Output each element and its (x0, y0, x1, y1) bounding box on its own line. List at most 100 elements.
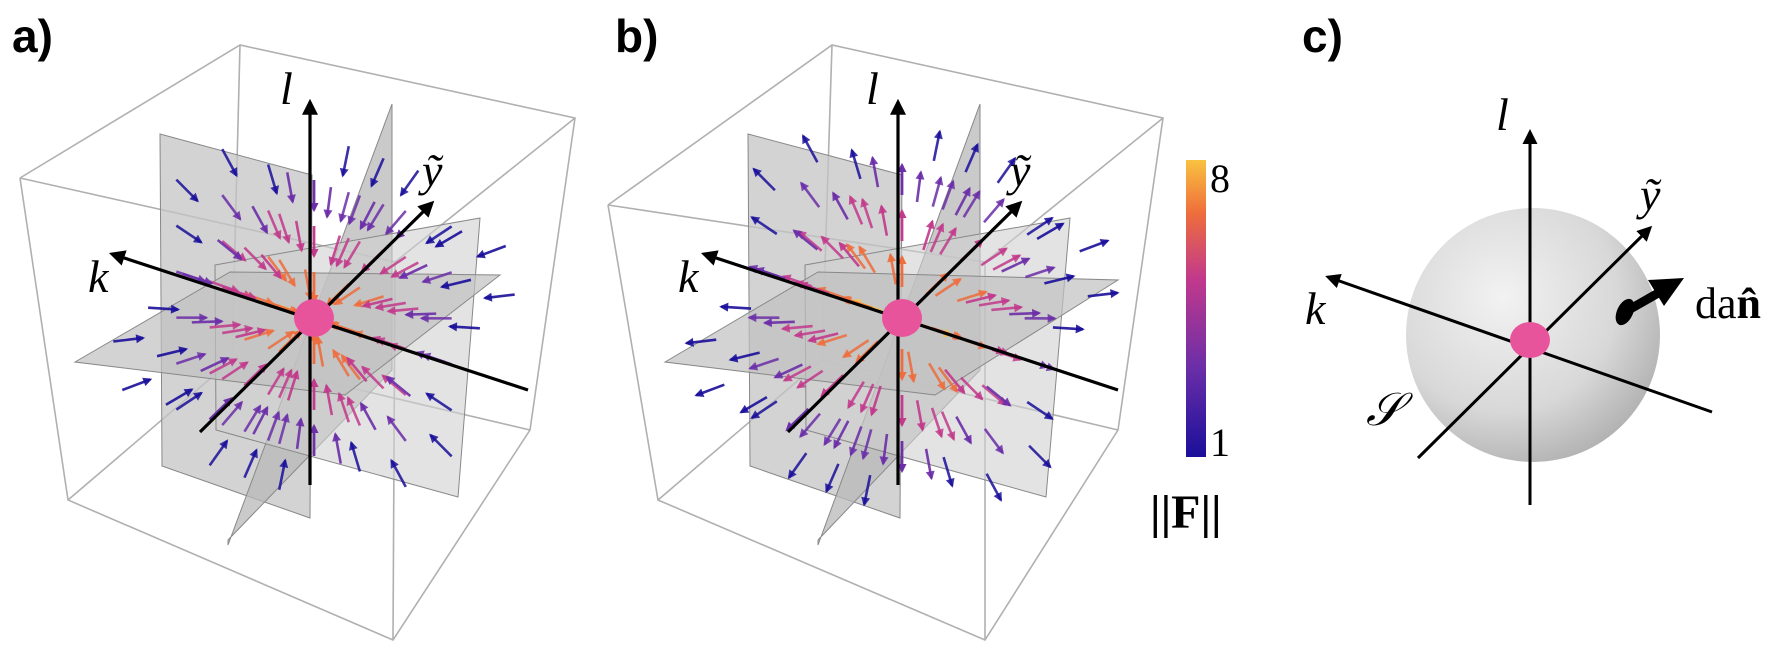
panel-a-field-arrowhead (386, 415, 396, 426)
panel-b-field-arrowhead (997, 247, 1008, 257)
panel-b-field-arrowhead (807, 334, 817, 344)
panel-b-field-arrowhead (887, 252, 897, 263)
panel-c: c) l k ỹ 𝒮 dan̂ (1302, 10, 1761, 505)
panel-b-field-arrowhead (1043, 411, 1054, 420)
panel-a-field-arrowhead (323, 209, 333, 219)
panel-b-field-arrowhead (847, 399, 856, 410)
panel-a-field-arrowhead (192, 391, 203, 401)
panel-b-field-arrowhead (987, 292, 997, 302)
panel-b-field-arrowhead (739, 404, 750, 414)
panel-c-center-point (1510, 322, 1550, 358)
panel-b-field-arrowhead (848, 194, 858, 205)
panel-b-field-arrowhead (823, 436, 833, 447)
panel-b-field-arrowhead (860, 450, 870, 461)
panel-b-field-arrowhead (1020, 257, 1031, 266)
panel-b-field-arrowhead (799, 428, 809, 438)
panel-b-field-arrowhead (934, 175, 944, 186)
panel-b-field-arrowhead (858, 245, 867, 256)
panel-b-field-arrowhead (684, 337, 694, 347)
panel-a-field-arrowhead (295, 242, 305, 253)
panel-b-field-arrowhead (970, 142, 979, 153)
panel-a-field-arrowhead (233, 400, 244, 411)
panel-a-field-arrowhead (286, 194, 296, 204)
panel-a-field-arrowhead (270, 185, 280, 196)
panel-a-field-arrowhead (279, 458, 289, 469)
panel-b-field-arrowhead (802, 134, 811, 145)
panel-b-field-arrowhead (860, 197, 869, 208)
panel-a-field-arrowhead (260, 405, 269, 416)
panel-a-field-arrowhead (332, 432, 342, 442)
panel-b-field-arrowhead (1054, 222, 1065, 232)
colorbar-max-label: 8 (1210, 156, 1230, 201)
panel-b-field-arrowhead (1042, 458, 1052, 469)
panel-a-field-arrowhead (232, 251, 243, 261)
panel-a-field-arrowhead (361, 365, 371, 376)
panel-a-field-arrowhead (338, 213, 347, 224)
panel-b-field-arrowhead (1045, 265, 1056, 275)
panel-a-field-arrowhead (309, 203, 319, 212)
panel-b-label: b) (615, 10, 658, 62)
panel-a-field-arrowhead (390, 458, 399, 469)
panel-b-field-arrowhead (845, 242, 855, 253)
panel-a-field-arrowhead (142, 377, 153, 387)
panel-a-field-arrowhead (214, 317, 224, 327)
colorbar: 8 1 ||F|| (1150, 156, 1230, 539)
panel-a-field-arrowhead (272, 269, 282, 280)
panel-a-field-arrowhead (447, 322, 458, 332)
panel-a-field-arrowhead (385, 375, 396, 385)
panel-a-field-arrowhead (309, 249, 319, 258)
panel-b-field-arrowhead (694, 388, 705, 398)
panel-b-axis-l-label: l (866, 63, 879, 114)
panel-a-field-arrowhead (265, 328, 276, 338)
panel-a-field-arrowhead (399, 186, 409, 197)
panel-a-field-arrowhead (360, 401, 369, 412)
panel-a-field-arrowhead (196, 352, 207, 361)
panel-b-field-arrowhead (915, 170, 925, 180)
panel-a-field-arrowhead (337, 391, 346, 402)
panel-a-field-arrowhead (332, 348, 341, 359)
colorbar-gradient (1186, 160, 1206, 457)
panel-b-field-arrowhead (849, 148, 859, 159)
panel-b-field-arrowhead (793, 329, 804, 339)
panel-b-field-arrowhead (973, 390, 984, 401)
panel-b-field-arrowhead (952, 278, 963, 287)
panel-a-field-arrowhead (282, 234, 291, 245)
panel-b-field-arrowhead (897, 464, 907, 473)
panel-b-field-arrowhead (861, 496, 871, 507)
panel-a-field-arrowhead (290, 369, 300, 380)
panel-a-field-arrowhead (271, 410, 281, 421)
panel-b-field-arrowhead (897, 255, 907, 264)
panel-a-field-arrowhead (278, 272, 288, 283)
panel-a-field-arrowhead (223, 397, 233, 407)
panel-a-field-arrowhead (252, 404, 262, 415)
panel-a-field-arrowhead (229, 167, 238, 178)
panel-a-field-arrowhead (309, 424, 319, 433)
panel-b-field-arrowhead (792, 229, 803, 239)
panel-b-axis-k-label: k (678, 251, 700, 302)
panel-b-field-arrowhead (820, 235, 831, 246)
panel-b-field-arrowhead (849, 446, 858, 457)
panel-a-field-arrowhead (347, 215, 357, 226)
panel-a-field-arrowhead (199, 313, 209, 323)
panel-b-field-arrowhead (869, 406, 879, 417)
panel-a-field-arrowhead (352, 298, 363, 308)
panel-c-normal-n: n̂ (1737, 279, 1761, 328)
panel-c-surface-label: 𝒮 (1366, 384, 1413, 435)
panel-c-axis-k-label: k (1305, 283, 1327, 334)
panel-a-field-arrowhead (256, 327, 267, 337)
panel-a-field-arrowhead (309, 378, 319, 387)
panel-b-field-arrowhead (1001, 397, 1012, 407)
panel-a-field-arrowhead (434, 239, 445, 248)
panel-a-field-arrowhead (346, 396, 355, 407)
panel-b-field-arrowhead (1099, 238, 1110, 248)
panel-b-field-arrowhead (993, 491, 1002, 502)
panel-b-field-arrowhead (787, 469, 797, 480)
panel-a-field-arrowhead (419, 313, 429, 323)
panel-a-field-arrowhead (135, 334, 146, 344)
panel-b-field-arrowhead (762, 318, 772, 328)
panel-b-field-arrowhead (1065, 273, 1076, 283)
panel-a-field-arrowhead (425, 392, 436, 402)
panel-b-field-arrowhead (752, 167, 762, 178)
panel-b-field-arrowhead (977, 289, 988, 299)
